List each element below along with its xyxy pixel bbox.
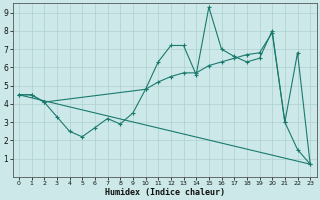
- X-axis label: Humidex (Indice chaleur): Humidex (Indice chaleur): [105, 188, 225, 197]
